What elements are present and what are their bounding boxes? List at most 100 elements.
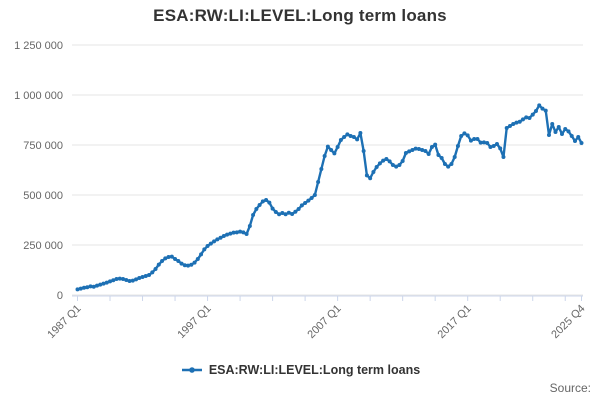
data-point[interactable] (413, 146, 418, 151)
data-point[interactable] (88, 284, 93, 289)
data-point[interactable] (277, 212, 282, 217)
data-point[interactable] (397, 163, 402, 167)
data-point[interactable] (153, 267, 158, 271)
data-point[interactable] (569, 134, 574, 138)
data-point[interactable] (163, 256, 168, 261)
data-point[interactable] (189, 262, 194, 267)
data-point[interactable] (140, 275, 145, 279)
data-point[interactable] (82, 285, 86, 290)
data-point[interactable] (576, 135, 581, 139)
data-point[interactable] (91, 284, 96, 289)
data-point[interactable] (241, 230, 246, 235)
data-point[interactable] (507, 124, 512, 128)
data-point[interactable] (215, 237, 220, 242)
data-point[interactable] (364, 173, 369, 178)
data-point[interactable] (264, 198, 269, 202)
data-point[interactable] (452, 155, 457, 159)
data-point[interactable] (351, 135, 356, 139)
data-point[interactable] (303, 201, 308, 205)
data-point[interactable] (192, 260, 197, 265)
data-point[interactable] (247, 224, 252, 228)
data-point[interactable] (527, 116, 532, 120)
data-point[interactable] (325, 144, 330, 149)
data-point[interactable] (95, 283, 100, 288)
data-point[interactable] (478, 140, 483, 145)
data-point[interactable] (283, 212, 288, 217)
data-point[interactable] (381, 158, 386, 163)
data-point[interactable] (270, 206, 275, 211)
data-point[interactable] (296, 207, 301, 211)
data-point[interactable] (108, 279, 113, 284)
data-point[interactable] (299, 203, 304, 208)
data-point[interactable] (563, 127, 568, 131)
data-point[interactable] (202, 247, 207, 252)
data-point[interactable] (273, 210, 278, 214)
data-point[interactable] (75, 287, 80, 292)
data-point[interactable] (537, 103, 542, 108)
data-point[interactable] (436, 153, 441, 157)
data-point[interactable] (150, 270, 155, 275)
data-point[interactable] (524, 115, 529, 120)
data-point[interactable] (238, 229, 243, 234)
data-point[interactable] (293, 209, 298, 214)
data-point[interactable] (533, 109, 538, 113)
data-point[interactable] (127, 279, 132, 283)
data-point[interactable] (384, 157, 389, 161)
data-point[interactable] (286, 210, 291, 215)
data-point[interactable] (234, 230, 239, 235)
data-point[interactable] (468, 138, 473, 143)
data-point[interactable] (520, 117, 525, 122)
data-point[interactable] (394, 164, 399, 169)
data-point[interactable] (426, 152, 431, 156)
data-point[interactable] (199, 252, 204, 257)
data-point[interactable] (319, 167, 324, 171)
data-point[interactable] (410, 148, 415, 152)
data-point[interactable] (251, 213, 256, 217)
data-point[interactable] (169, 254, 174, 259)
series-line[interactable] (76, 104, 583, 291)
legend-item[interactable]: ESA:RW:LI:LEVEL:Long term loans (180, 363, 420, 377)
data-point[interactable] (186, 263, 191, 268)
data-point[interactable] (455, 144, 460, 148)
data-point[interactable] (316, 180, 321, 184)
data-point[interactable] (322, 154, 327, 158)
data-point[interactable] (459, 134, 464, 138)
data-point[interactable] (267, 200, 272, 205)
data-point[interactable] (374, 165, 379, 169)
data-point[interactable] (182, 263, 187, 268)
data-point[interactable] (556, 125, 561, 129)
data-point[interactable] (488, 145, 493, 149)
data-point[interactable] (573, 139, 577, 143)
data-point[interactable] (101, 281, 106, 286)
data-point[interactable] (361, 149, 366, 153)
data-point[interactable] (254, 207, 259, 211)
data-point[interactable] (228, 231, 233, 236)
data-point[interactable] (481, 140, 486, 145)
data-point[interactable] (85, 285, 90, 290)
data-point[interactable] (355, 137, 360, 142)
data-point[interactable] (400, 159, 405, 163)
data-point[interactable] (358, 131, 363, 135)
data-point[interactable] (208, 241, 213, 246)
data-point[interactable] (121, 277, 126, 281)
data-point[interactable] (244, 232, 249, 236)
data-point[interactable] (416, 147, 421, 151)
data-point[interactable] (342, 135, 347, 139)
data-point[interactable] (231, 230, 236, 235)
data-point[interactable] (403, 151, 408, 155)
data-point[interactable] (429, 145, 434, 149)
data-point[interactable] (475, 137, 480, 141)
data-point[interactable] (221, 234, 226, 238)
data-point[interactable] (517, 119, 522, 124)
data-point[interactable] (329, 148, 334, 152)
data-point[interactable] (498, 146, 503, 151)
data-point[interactable] (439, 156, 444, 160)
data-point[interactable] (485, 141, 490, 145)
data-point[interactable] (117, 276, 122, 281)
data-point[interactable] (559, 132, 564, 136)
data-point[interactable] (407, 149, 412, 154)
data-point[interactable] (134, 277, 139, 282)
data-point[interactable] (147, 273, 152, 277)
data-point[interactable] (312, 193, 317, 197)
